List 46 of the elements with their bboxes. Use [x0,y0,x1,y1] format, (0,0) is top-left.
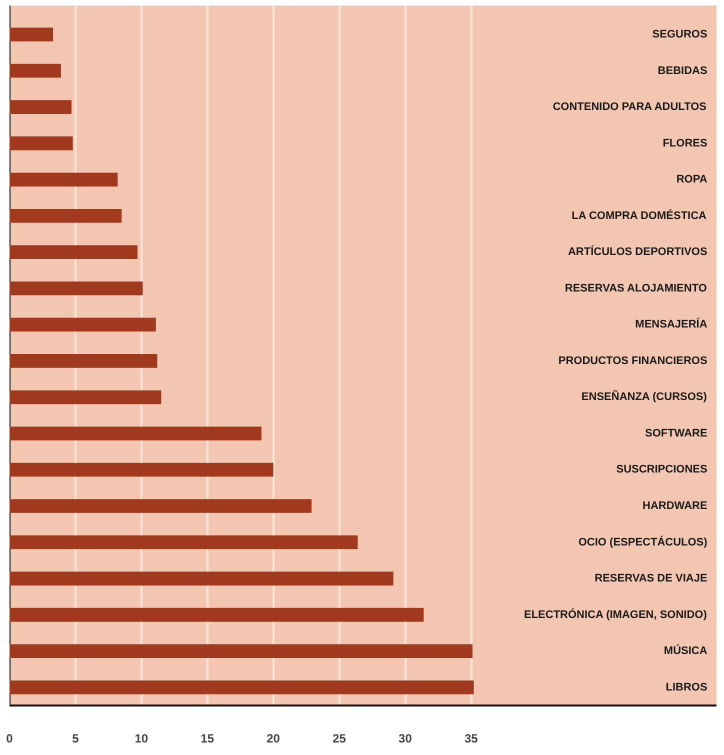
y-tick-label: FLORES [662,137,708,150]
y-tick-label: ELECTRÓNICA (IMAGEN, SONIDO) [524,608,708,621]
y-tick-label: RESERVAS ALOJAMIENTO [564,282,708,294]
bar [10,354,158,368]
bar [10,390,162,404]
bar [10,64,61,78]
x-tick-label: 25 [332,732,346,746]
x-tick-label: 5 [72,732,80,746]
y-tick-label: RESERVAS DE VIAJE [594,572,708,585]
x-tick-label: 35 [464,732,478,746]
y-tick-label: LA COMPRA DOMÉSTICA [572,208,707,222]
y-tick-label: SOFTWARE [644,427,708,440]
x-tick-label: 20 [266,732,280,746]
bar [10,644,472,658]
y-tick-label: SUSCRIPCIONES [616,464,708,476]
y-tick-label: SEGUROS [652,28,708,41]
y-tick-label: BEBIDAS [658,64,708,77]
y-tick-label: MENSAJERÍA [635,318,708,331]
bar [10,535,358,550]
y-tick-label: ARTÍCULOS DEPORTIVOS [568,245,708,258]
bar [10,499,312,513]
bar [10,28,54,42]
y-tick-label: LIBROS [666,681,708,694]
bar [10,208,122,223]
y-tick-label: CONTENIDO PARA ADULTOS [552,101,706,114]
y-tick-label: PRODUCTOS FINANCIEROS [558,354,708,367]
bar [10,282,143,296]
bar [10,680,474,694]
y-tick-label: MÚSICA [664,644,708,658]
bar [10,426,262,440]
y-tick-label: HARDWARE [642,500,708,512]
bar [10,462,274,477]
bar [10,245,138,260]
bar [10,100,72,114]
x-tick-label: 30 [398,732,412,746]
y-tick-label: OCIO (ESPECTÁCULOS) [578,535,708,548]
bar [10,608,424,622]
x-tick-label: 0 [6,732,14,746]
bar [10,572,394,586]
bar [10,318,156,332]
bar [10,172,118,186]
y-tick-label: ENSEÑANZA (CURSOS) [581,390,708,404]
bar [10,136,73,150]
x-tick-label: 15 [200,732,214,746]
y-tick-label: ROPA [676,174,708,186]
x-tick-label: 10 [134,732,148,746]
